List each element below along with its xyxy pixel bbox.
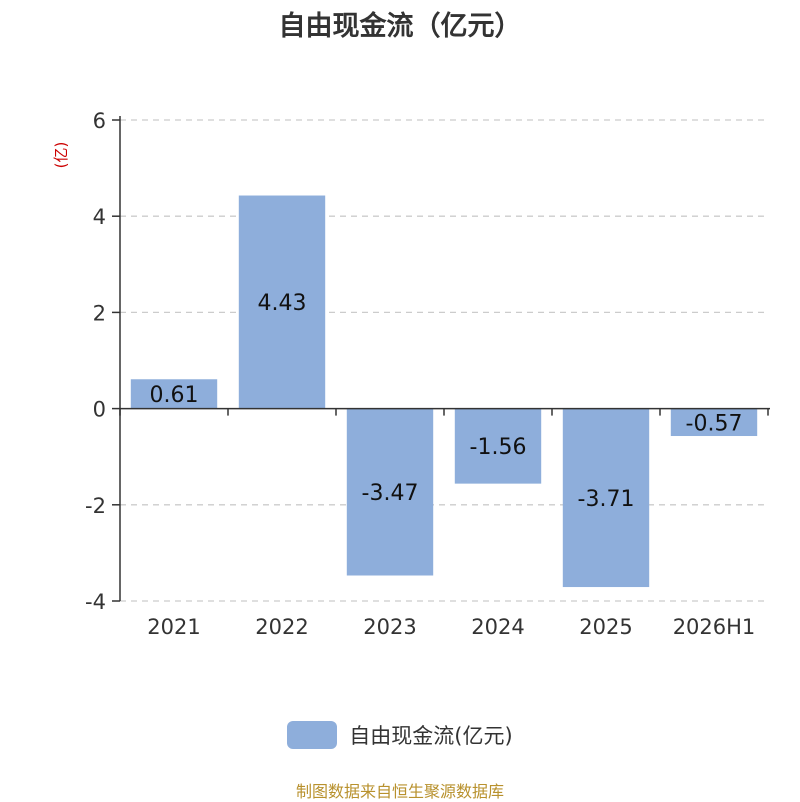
data-label: -3.71 — [578, 487, 635, 512]
y-tick-label: 2 — [93, 301, 106, 325]
y-tick-label: 0 — [93, 398, 106, 422]
data-label: 4.43 — [258, 291, 307, 316]
y-tick-label: -2 — [85, 494, 106, 518]
bar — [562, 408, 650, 588]
x-tick-labels: 2021 2022 2023 2024 2025 2026H1 — [147, 615, 755, 639]
data-label: -1.56 — [470, 435, 527, 460]
y-tick-label: 6 — [93, 109, 106, 133]
x-tick-label: 2024 — [471, 615, 524, 639]
y-unit-label: (亿) — [52, 142, 70, 169]
x-tick-label: 2023 — [363, 615, 416, 639]
legend-swatch — [287, 721, 338, 749]
axes — [112, 116, 770, 602]
y-tick-label: -4 — [85, 590, 106, 614]
bar — [238, 195, 326, 409]
x-tick-label: 2022 — [255, 615, 308, 639]
bar — [670, 408, 758, 437]
legend-label: 自由现金流(亿元) — [349, 724, 513, 748]
legend: 自由现金流(亿元) — [0, 720, 800, 750]
y-tick-label: 4 — [93, 205, 106, 229]
x-tick-label: 2025 — [579, 615, 632, 639]
bar — [130, 379, 218, 409]
bar — [454, 408, 542, 484]
data-labels: 0.61 4.43 -3.47 -1.56 -3.71 -0.57 — [150, 291, 743, 512]
chart-title: 自由现金流（亿元） — [278, 11, 522, 42]
source-note: 制图数据来自恒生聚源数据库 — [295, 782, 504, 801]
bars — [130, 195, 758, 588]
data-label: -0.57 — [686, 411, 743, 436]
grid-lines — [120, 119, 768, 602]
y-tick-labels: -4 -2 0 2 4 6 — [85, 109, 106, 614]
bar — [346, 408, 434, 576]
x-tick-label: 2021 — [147, 615, 200, 639]
x-tick-label: 2026H1 — [673, 615, 756, 639]
data-label: -3.47 — [362, 481, 419, 506]
data-label: 0.61 — [150, 383, 199, 408]
